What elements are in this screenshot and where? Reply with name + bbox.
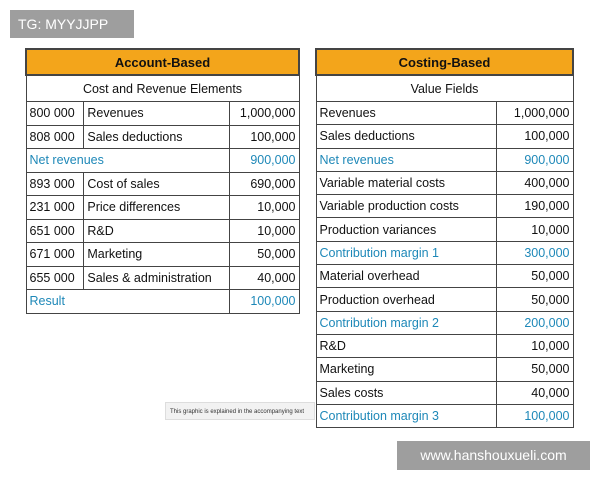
row-value: 190,000 xyxy=(495,194,574,219)
subheader-row: Value Fields xyxy=(315,74,574,102)
row-value: 40,000 xyxy=(229,265,300,290)
row: 893 000 Cost of sales 690,000 xyxy=(25,171,300,196)
costing-table: Costing-Based Value Fields Revenues 1,000,0… xyxy=(315,48,574,429)
row: Revenues 1,000,000 xyxy=(315,100,574,126)
row-value: 10,000 xyxy=(229,218,300,243)
row-label: Production overhead xyxy=(315,287,497,312)
row-label: Contribution margin 1 xyxy=(315,240,497,266)
row: Material overhead 50,000 xyxy=(315,264,574,289)
tag: TG: MYYJJPP xyxy=(10,10,134,38)
row-value: 300,000 xyxy=(495,240,574,266)
row-label: Marketing xyxy=(83,242,231,267)
row-label: Contribution margin 2 xyxy=(315,310,497,335)
row-value: 1,000,000 xyxy=(495,100,574,126)
account-table: Account-Based Cost and Revenue Elements 80… xyxy=(25,48,300,314)
row-value: 100,000 xyxy=(495,403,574,429)
total-row: Contribution margin 1 300,000 xyxy=(315,240,574,266)
row-label: R&D xyxy=(83,218,231,243)
row: Marketing 50,000 xyxy=(315,357,574,382)
row-value: 400,000 xyxy=(495,170,574,196)
total-row: Net revenues 900,000 xyxy=(25,148,300,173)
total-row: Net revenues 900,000 xyxy=(315,147,574,172)
account-code: 800 000 xyxy=(25,101,85,126)
account-code: 655 000 xyxy=(25,265,85,290)
row: R&D 10,000 xyxy=(315,333,574,359)
account-code: 671 000 xyxy=(25,242,85,267)
table-title: Account-Based xyxy=(25,48,300,76)
row-label: Marketing xyxy=(315,357,497,382)
row-value: 10,000 xyxy=(495,217,574,242)
row-label: Net revenues xyxy=(25,148,231,173)
row-value: 40,000 xyxy=(495,380,574,405)
row: Variable material costs 400,000 xyxy=(315,170,574,196)
row: Variable production costs 190,000 xyxy=(315,194,574,219)
row-value: 50,000 xyxy=(495,357,574,382)
row-label: Result xyxy=(25,289,231,314)
row: 231 000 Price differences 10,000 xyxy=(25,195,300,220)
row: 651 000 R&D 10,000 xyxy=(25,218,300,243)
row-value: 10,000 xyxy=(229,195,300,220)
row-label: Variable production costs xyxy=(315,194,497,219)
row-label: Production variances xyxy=(315,217,497,242)
row-label: R&D xyxy=(315,333,497,359)
row-value: 200,000 xyxy=(495,310,574,335)
total-row: Result 100,000 xyxy=(25,289,300,314)
header-row: Account-Based xyxy=(25,48,300,76)
row-value: 690,000 xyxy=(229,171,300,196)
row: 671 000 Marketing 50,000 xyxy=(25,242,300,267)
row-value: 50,000 xyxy=(495,287,574,312)
row-value: 1,000,000 xyxy=(229,101,300,126)
account-code: 231 000 xyxy=(25,195,85,220)
row: 808 000 Sales deductions 100,000 xyxy=(25,124,300,149)
row-label: Cost of sales xyxy=(83,171,231,196)
row-label: Revenues xyxy=(83,101,231,126)
table-title: Costing-Based xyxy=(315,48,574,76)
row-label: Material overhead xyxy=(315,264,497,289)
table-subtitle: Value Fields xyxy=(315,74,574,102)
account-code: 808 000 xyxy=(25,124,85,149)
row-value: 100,000 xyxy=(229,289,300,314)
row-value: 10,000 xyxy=(495,333,574,359)
row-value: 50,000 xyxy=(495,264,574,289)
row: Production variances 10,000 xyxy=(315,217,574,242)
table-subtitle: Cost and Revenue Elements xyxy=(25,74,300,102)
header-row: Costing-Based xyxy=(315,48,574,76)
row-label: Sales costs xyxy=(315,380,497,405)
row-label: Sales deductions xyxy=(83,124,231,149)
row-label: Contribution margin 3 xyxy=(315,403,497,429)
row: Sales deductions 100,000 xyxy=(315,124,574,149)
total-row: Contribution margin 3 100,000 xyxy=(315,403,574,429)
row-value: 900,000 xyxy=(229,148,300,173)
site-link: www.hanshouxueli.com xyxy=(397,441,590,470)
row-label: Sales deductions xyxy=(315,124,497,149)
subheader-row: Cost and Revenue Elements xyxy=(25,74,300,102)
row: Sales costs 40,000 xyxy=(315,380,574,405)
row-value: 50,000 xyxy=(229,242,300,267)
account-code: 651 000 xyxy=(25,218,85,243)
row-label: Variable material costs xyxy=(315,170,497,196)
row-value: 100,000 xyxy=(229,124,300,149)
account-code: 893 000 xyxy=(25,171,85,196)
row-value: 100,000 xyxy=(495,124,574,149)
row: 800 000 Revenues 1,000,000 xyxy=(25,101,300,126)
row-label: Sales & administration xyxy=(83,265,231,290)
row: Production overhead 50,000 xyxy=(315,287,574,312)
caption: This graphic is explained in the accompa… xyxy=(165,402,315,420)
row-label: Net revenues xyxy=(315,147,497,172)
row-label: Price differences xyxy=(83,195,231,220)
row-value: 900,000 xyxy=(495,147,574,172)
row: 655 000 Sales & administration 40,000 xyxy=(25,265,300,290)
row-label: Revenues xyxy=(315,100,497,126)
total-row: Contribution margin 2 200,000 xyxy=(315,310,574,335)
